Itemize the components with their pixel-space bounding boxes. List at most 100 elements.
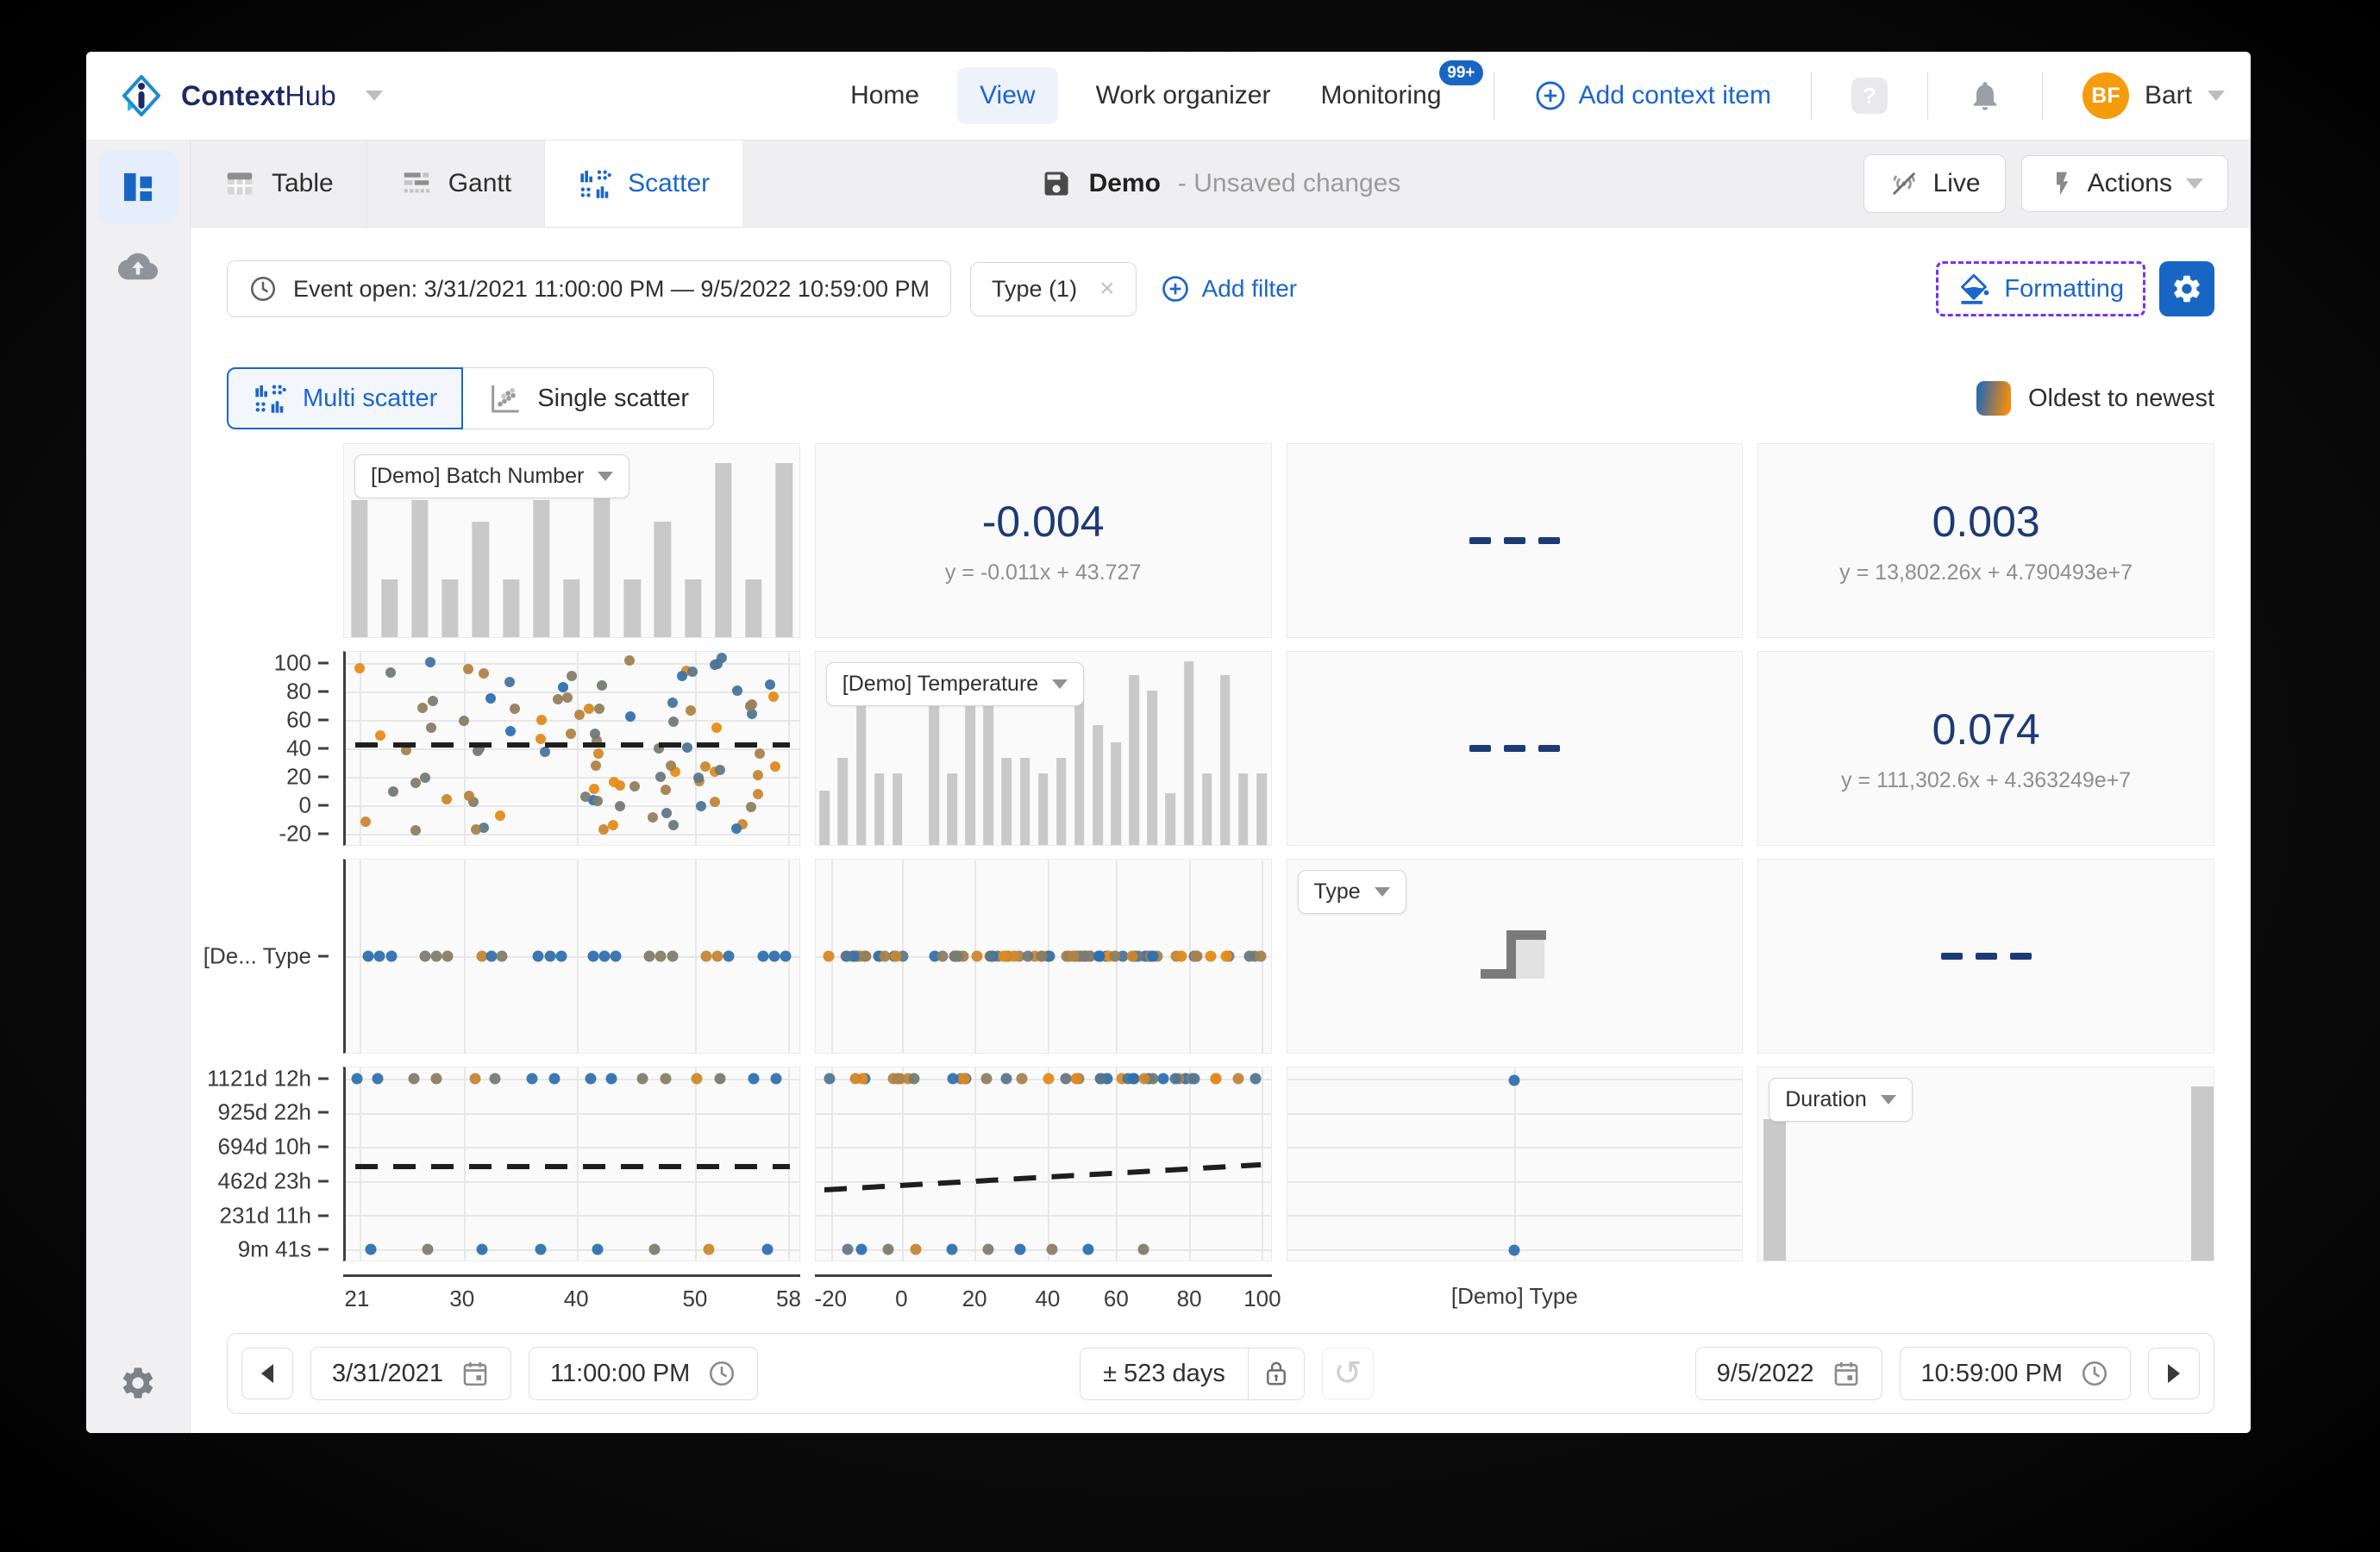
- sidebar-item-upload[interactable]: [98, 235, 178, 294]
- type-filter-chip[interactable]: Type (1) ×: [970, 261, 1137, 316]
- dimension-dropdown[interactable]: Duration: [1769, 1078, 1913, 1122]
- scatter-point: [855, 1243, 867, 1255]
- sidebar-item-dashboard[interactable]: [98, 151, 178, 223]
- scatter-point: [910, 1243, 922, 1255]
- tab-table[interactable]: Table: [191, 141, 367, 227]
- scatter-point: [890, 950, 902, 962]
- scatter-point: [755, 748, 766, 759]
- scatter-point: [1508, 1074, 1520, 1086]
- start-time-input[interactable]: 11:00:00 PM: [529, 1347, 759, 1400]
- histogram-bar: [1219, 674, 1231, 845]
- gridline: [1514, 1067, 1517, 1261]
- gridline: [1287, 1112, 1743, 1115]
- multi-scatter-label: Multi scatter: [303, 384, 438, 412]
- scatter-point: [419, 950, 431, 962]
- sidebar-item-settings[interactable]: [98, 1354, 178, 1412]
- scatter-point: [580, 791, 591, 802]
- gridline: [1188, 1067, 1191, 1261]
- histogram-bar: [929, 705, 939, 845]
- scatter-point: [589, 728, 600, 739]
- formatting-button[interactable]: Formatting: [1936, 261, 2145, 316]
- histogram-bar: [715, 463, 732, 637]
- cloud-upload-icon: [118, 253, 158, 280]
- dimension-dropdown-label: [Demo] Temperature: [842, 672, 1039, 696]
- scatter-point: [605, 1073, 617, 1085]
- y-tick-label: 20: [286, 764, 329, 791]
- y-tick-label: 80: [286, 678, 329, 704]
- range-lock-button[interactable]: [1247, 1348, 1304, 1399]
- scatter-point: [998, 950, 1010, 962]
- color-legend[interactable]: Oldest to newest: [1976, 381, 2214, 416]
- help-icon[interactable]: ?: [1851, 78, 1888, 114]
- chevron-right-icon: [2168, 1364, 2180, 1383]
- step-forward-button[interactable]: [2148, 1348, 2200, 1399]
- event-open-filter[interactable]: Event open: 3/31/2021 11:00:00 PM — 9/5/…: [227, 260, 952, 317]
- scatter-point: [661, 807, 673, 818]
- x-tick-label: 30: [449, 1286, 475, 1311]
- scatter-point: [544, 950, 556, 962]
- bell-icon[interactable]: [1968, 78, 2002, 113]
- scatter-point: [548, 1073, 561, 1085]
- nav-view[interactable]: View: [957, 67, 1058, 124]
- add-context-item-button[interactable]: Add context item: [1534, 79, 1771, 112]
- panel-correlation-r1c2: -0.004 y = -0.011x + 43.727: [814, 443, 1272, 638]
- step-back-button[interactable]: [241, 1348, 293, 1399]
- single-scatter-button[interactable]: Single scatter: [463, 367, 715, 429]
- tab-gantt[interactable]: Gantt: [367, 141, 546, 227]
- x-tick-label: 58: [776, 1286, 801, 1311]
- range-width-control[interactable]: ± 523 days: [1080, 1347, 1305, 1400]
- correlation-stat: -0.004 y = -0.011x + 43.727: [816, 444, 1271, 637]
- chart-settings-button[interactable]: [2159, 261, 2214, 316]
- gear-icon: [2174, 275, 2200, 303]
- remove-filter-icon[interactable]: ×: [1099, 274, 1115, 303]
- panel-duration-scatter-r4c1: [343, 1067, 800, 1261]
- actions-button[interactable]: Actions: [2020, 155, 2228, 212]
- scatter-point: [677, 670, 688, 681]
- nav-work-organizer[interactable]: Work organizer: [1095, 81, 1271, 110]
- scatter-point: [711, 950, 723, 962]
- start-date-input[interactable]: 3/31/2021: [310, 1347, 512, 1400]
- scatter-point: [950, 950, 962, 962]
- user-menu[interactable]: BF Bart: [2082, 72, 2225, 119]
- save-icon[interactable]: [1041, 168, 1072, 199]
- scatter-point: [373, 950, 385, 962]
- dimension-dropdown[interactable]: Type: [1297, 870, 1406, 914]
- scatter-point: [1016, 1073, 1028, 1085]
- scatter-point: [463, 790, 474, 801]
- scatter-point: [442, 950, 454, 962]
- histogram-bar: [350, 499, 368, 637]
- scatter-point: [647, 812, 658, 823]
- scatter-point: [882, 1243, 894, 1255]
- brand-chevron-down-icon[interactable]: [365, 91, 383, 101]
- scatter-point: [1138, 1073, 1150, 1085]
- actions-button-label: Actions: [2087, 169, 2172, 197]
- calendar-icon: [1834, 1361, 1857, 1386]
- histogram-bar: [1147, 690, 1158, 845]
- user-chevron-down-icon: [2208, 91, 2225, 101]
- add-filter-button[interactable]: Add filter: [1161, 274, 1297, 304]
- nav-home[interactable]: Home: [850, 81, 920, 110]
- clock-icon: [2082, 1361, 2108, 1386]
- scatter-point: [416, 703, 428, 714]
- dimension-dropdown[interactable]: [Demo] Temperature: [825, 662, 1085, 706]
- end-date-input[interactable]: 9/5/2022: [1694, 1347, 1882, 1400]
- scatter-point: [761, 1243, 774, 1255]
- histogram-bar: [381, 579, 398, 637]
- dimension-dropdown[interactable]: [Demo] Batch Number: [354, 454, 630, 498]
- add-context-item-label: Add context item: [1578, 81, 1771, 110]
- plus-circle-icon: [1162, 276, 1188, 302]
- type-filter-label: Type (1): [992, 275, 1078, 302]
- multi-scatter-button[interactable]: Multi scatter: [227, 367, 464, 429]
- history-button[interactable]: ↺: [1321, 1348, 1374, 1399]
- end-time-input[interactable]: 10:59:00 PM: [1899, 1347, 2131, 1400]
- nav-monitoring[interactable]: Monitoring 99+: [1308, 60, 1483, 124]
- brand-logo[interactable]: ContextHub: [119, 73, 383, 118]
- no-correlation-indicator: [1758, 860, 2214, 1053]
- live-button[interactable]: Live: [1863, 154, 2006, 213]
- scatter-point: [535, 1243, 547, 1255]
- formatting-label: Formatting: [2004, 274, 2124, 303]
- scatter-point: [665, 760, 676, 771]
- correlation-value: 0.074: [1932, 704, 2040, 754]
- tab-scatter[interactable]: Scatter: [545, 141, 743, 227]
- x-axis-col3: [Demo] Type: [1287, 1274, 1744, 1314]
